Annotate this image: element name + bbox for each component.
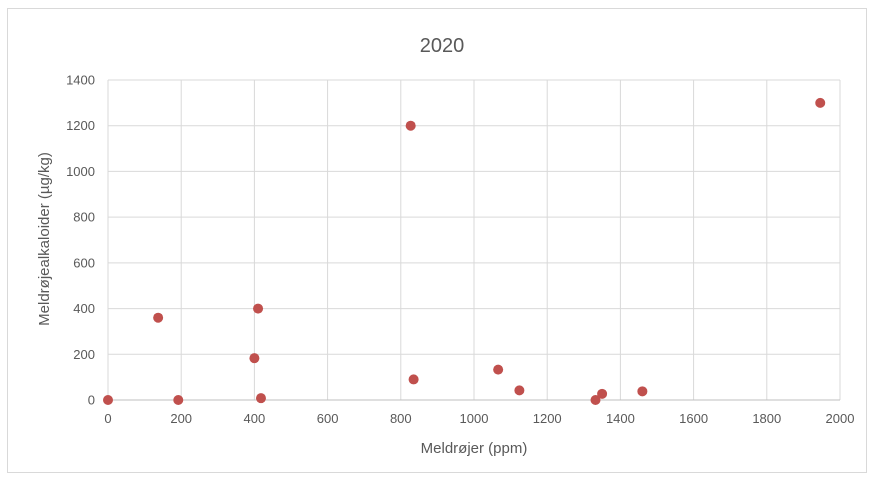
data-point (590, 395, 601, 405)
y-axis-label: Meldrøjealkaloider (µg/kg) (36, 152, 53, 326)
x-tick-label: 1800 (752, 411, 781, 426)
y-tick-label: 1000 (66, 164, 95, 179)
x-tick-label: 600 (317, 411, 339, 426)
y-tick-label: 400 (73, 301, 95, 316)
x-tick-label: 2000 (826, 411, 855, 426)
data-point (153, 312, 164, 323)
y-tick-label: 0 (88, 393, 95, 408)
chart-frame: 2020 0 200 400 600 800 1000 1200 1400 0 200 400 60… (7, 8, 867, 473)
x-axis-label: Meldrøjer (ppm) (421, 440, 528, 457)
data-point (249, 353, 260, 364)
y-tick-label: 1200 (66, 118, 95, 133)
data-point (255, 393, 266, 404)
y-tick-label: 800 (73, 210, 95, 225)
x-tick-label: 1400 (606, 411, 635, 426)
x-tick-label: 0 (104, 411, 111, 426)
x-tick-label: 1000 (460, 411, 489, 426)
x-tick-labels: 0 200 400 600 800 1000 1200 1400 1600 1800 2000 (104, 411, 854, 426)
y-tick-label: 600 (73, 255, 95, 270)
x-tick-label: 200 (170, 411, 192, 426)
x-tick-label: 800 (390, 411, 412, 426)
data-point (253, 303, 264, 314)
data-point (815, 97, 826, 108)
chart-title: 2020 (420, 35, 465, 57)
data-points (103, 97, 826, 405)
scatter-chart: 2020 0 200 400 600 800 1000 1200 1400 0 200 400 60… (36, 35, 854, 457)
x-tick-label: 400 (244, 411, 266, 426)
y-tick-labels: 0 200 400 600 800 1000 1200 1400 (66, 73, 95, 408)
data-point (637, 386, 648, 397)
grid (107, 79, 841, 400)
y-tick-label: 1400 (66, 73, 95, 88)
y-tick-label: 200 (73, 347, 95, 362)
data-point (408, 374, 419, 385)
data-point (103, 395, 113, 405)
x-tick-label: 1200 (533, 411, 562, 426)
data-point (514, 385, 525, 396)
data-point (493, 364, 504, 375)
data-point (597, 388, 608, 399)
data-point (173, 395, 184, 405)
data-point (405, 120, 416, 131)
x-tick-label: 1600 (679, 411, 708, 426)
